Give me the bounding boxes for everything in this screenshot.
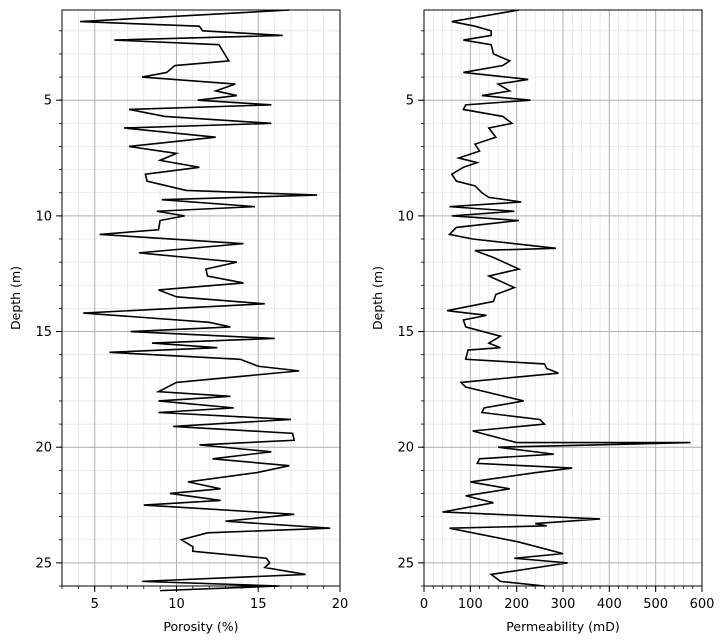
y-tick-label: 10 bbox=[397, 209, 414, 224]
x-tick-label: 400 bbox=[597, 597, 622, 612]
x-tick-label: 300 bbox=[551, 597, 576, 612]
x-tick-label: 100 bbox=[458, 597, 483, 612]
y-tick-label: 5 bbox=[44, 94, 52, 109]
x-tick-label: 200 bbox=[504, 597, 529, 612]
axes-frame bbox=[61, 9, 341, 587]
x-tick-label: 15 bbox=[250, 597, 267, 612]
x-axis-label: Porosity (%) bbox=[163, 619, 238, 634]
data-line bbox=[79, 9, 331, 592]
y-tick-label: 15 bbox=[397, 325, 414, 340]
y-tick-label: 15 bbox=[35, 325, 52, 340]
chart-panel-2: 0 100 200 300 400 500 600 5 10 15 20 25 Permeability… bbox=[370, 9, 715, 634]
x-axis-label: Permeability (mD) bbox=[506, 619, 619, 634]
x-tick-label: 600 bbox=[690, 597, 715, 612]
x-tick-label: 5 bbox=[91, 597, 99, 612]
y-axis-label: Depth (m) bbox=[370, 266, 385, 330]
x-tick-label: 0 bbox=[420, 597, 428, 612]
y-tick-label: 20 bbox=[35, 441, 52, 456]
y-axis-label: Depth (m) bbox=[8, 266, 23, 330]
x-tick-label: 500 bbox=[643, 597, 668, 612]
chart-panel-1: 5 10 15 20 5 10 15 20 25 Porosity (%) Depth (m) bbox=[8, 9, 349, 634]
y-tick-label: 20 bbox=[397, 441, 414, 456]
data-line bbox=[442, 9, 691, 587]
x-tick-label: 20 bbox=[332, 597, 349, 612]
y-tick-label: 5 bbox=[406, 94, 414, 109]
y-tick-label: 25 bbox=[397, 556, 414, 571]
y-tick-label: 10 bbox=[35, 209, 52, 224]
y-tick-label: 25 bbox=[35, 556, 52, 571]
x-tick-label: 10 bbox=[168, 597, 185, 612]
